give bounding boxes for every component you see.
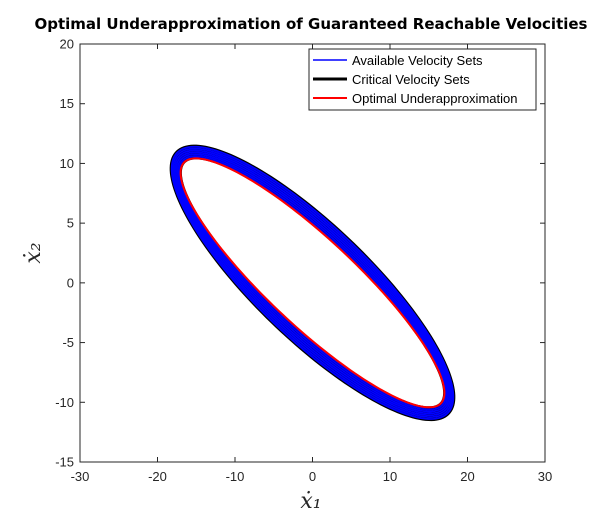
- y-axis-label: ẋ₂: [21, 242, 46, 263]
- chart-title: Optimal Underapproximation of Guaranteed…: [35, 15, 588, 33]
- x-tick-label: -10: [226, 469, 245, 484]
- y-axis-ticks: -15 -10 -5 0 5 10 15 20: [55, 37, 545, 470]
- y-tick-label: -15: [55, 455, 74, 470]
- x-tick-label: 0: [309, 469, 316, 484]
- series-line: [172, 147, 453, 419]
- y-tick-label: 5: [67, 216, 74, 231]
- plot-area: [80, 44, 545, 462]
- x-axis-label: ẋ₁: [300, 489, 321, 514]
- y-tick-label: 0: [67, 275, 74, 290]
- x-tick-label: 30: [538, 469, 552, 484]
- series-layer: [169, 144, 456, 422]
- x-tick-label: 10: [383, 469, 397, 484]
- series-line: [179, 157, 446, 409]
- legend-label-optimal: Optimal Underapproximation: [352, 91, 517, 106]
- legend: Available Velocity Sets Critical Velocit…: [308, 48, 537, 111]
- legend-label-critical: Critical Velocity Sets: [352, 72, 470, 87]
- y-tick-label: 20: [60, 37, 74, 52]
- legend-label-available: Available Velocity Sets: [352, 53, 483, 68]
- y-tick-label: -5: [62, 335, 74, 350]
- y-tick-label: 15: [60, 96, 74, 111]
- series-line: [176, 153, 449, 413]
- series-line: [173, 149, 452, 417]
- series-line: [175, 151, 450, 415]
- series-line: [170, 145, 455, 420]
- y-tick-label: 10: [60, 156, 74, 171]
- series-optimal-underapproximation: [179, 157, 446, 409]
- y-tick-label: -10: [55, 395, 74, 410]
- x-tick-label: 20: [460, 469, 474, 484]
- x-axis-ticks: -30 -20 -10 0 10 20 30: [71, 44, 552, 484]
- x-tick-label: -30: [71, 469, 90, 484]
- series-line: [177, 155, 448, 411]
- x-tick-label: -20: [148, 469, 167, 484]
